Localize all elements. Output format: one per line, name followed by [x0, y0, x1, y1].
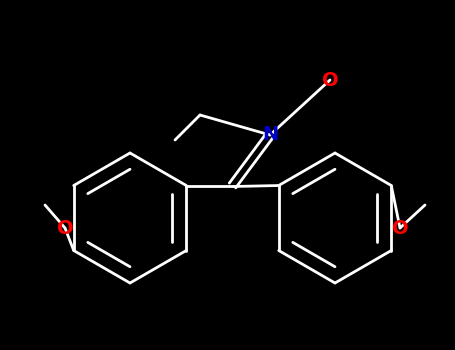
- Text: O: O: [57, 218, 73, 238]
- Text: O: O: [322, 70, 339, 90]
- Text: N: N: [262, 126, 278, 145]
- Text: O: O: [392, 218, 408, 238]
